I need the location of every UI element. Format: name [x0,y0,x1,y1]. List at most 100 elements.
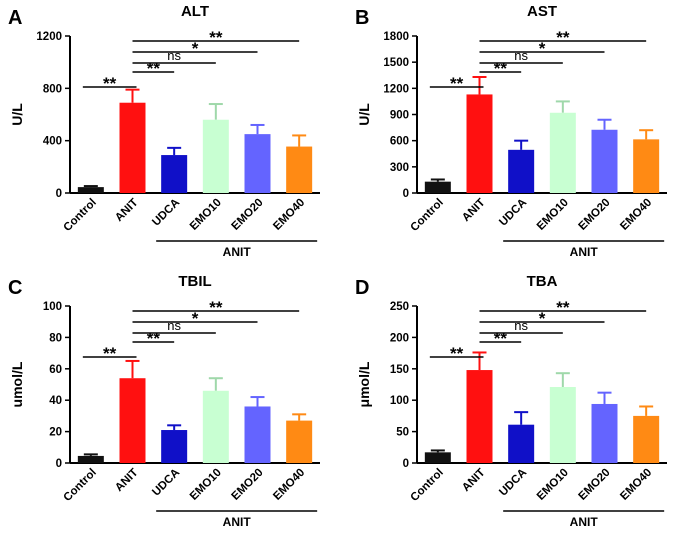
bar-udca [508,149,535,193]
bar-control [77,455,104,463]
bar-control [424,452,451,463]
x-tick-label: ANIT [113,197,140,224]
significance-label: ns [167,318,181,333]
significance-label: * [539,309,546,328]
x-tick-label: EMO20 [577,467,613,503]
significance-label: ** [494,329,508,348]
y-tick-label: 250 [390,301,409,313]
y-tick-label: 60 [49,364,62,376]
significance-label: ns [514,318,528,333]
y-tick-label: 1200 [36,31,62,43]
y-tick-label: 50 [396,427,409,439]
panel-ast: B AST U/L 0 300 600 900 1200 1500 1800 Control ANIT… [355,3,667,259]
bar-emo10 [202,119,229,193]
y-tick-label: 80 [49,332,62,344]
x-tick-label: EMO40 [271,467,307,503]
y-tick-label: 0 [403,188,409,200]
significance-label: ** [147,59,161,78]
chart-title: AST [527,3,557,20]
x-tick-label: EMO10 [535,197,571,233]
chart-title: TBIL [178,273,211,290]
bar-emo10 [202,390,229,463]
y-tick-label: 0 [403,458,409,470]
panel-tba: D TBA μmol/L 0 50 100 150 200 250 Control ANIT UDCA… [355,273,667,529]
x-tick-label: EMO40 [271,197,307,233]
significance-label: ** [209,28,223,47]
y-tick-label: 20 [49,427,62,439]
chart-title: ALT [181,3,209,20]
group-label: ANIT [570,515,599,529]
bar-emo10 [549,387,576,463]
x-tick-label: UDCA [497,197,529,229]
y-axis-label: μmol/L [356,361,372,407]
bar-emo10 [549,112,576,193]
bar-anit [466,94,493,193]
x-tick-label: EMO10 [535,467,571,503]
bar-udca [161,430,188,463]
bar-udca [508,424,535,463]
y-axis-label: U/L [9,103,25,126]
y-tick-label: 1800 [383,31,409,43]
x-tick-label: EMO40 [618,467,654,503]
y-tick-label: 0 [56,458,62,470]
y-tick-label: 1200 [383,83,409,95]
group-label: ANIT [223,515,252,529]
significance-label: ** [450,74,464,93]
significance-label: ** [209,298,223,317]
significance-label: * [192,309,199,328]
y-tick-label: 150 [390,364,409,376]
y-tick-label: 40 [49,395,62,407]
y-tick-label: 1500 [383,57,409,69]
bar-emo40 [633,415,660,463]
y-tick-label: 600 [390,136,409,148]
x-tick-label: Control [409,197,446,234]
bar-udca [161,155,188,193]
x-tick-label: EMO20 [577,197,613,233]
y-tick-label: 0 [56,188,62,200]
bar-anit [119,378,146,463]
panel-letter: A [8,7,22,29]
x-tick-label: ANIT [460,197,487,224]
bar-anit [119,102,146,193]
x-tick-label: UDCA [150,467,182,499]
x-tick-label: ANIT [460,467,487,494]
x-tick-label: EMO40 [618,197,654,233]
significance-label: * [192,39,199,58]
y-tick-label: 100 [43,301,62,313]
bar-emo40 [633,139,660,193]
x-tick-label: UDCA [150,197,182,229]
bar-control [77,187,104,193]
significance-label: ** [147,329,161,348]
significance-label: ** [556,298,570,317]
x-tick-label: EMO10 [188,467,224,503]
significance-label: ** [103,74,117,93]
group-label: ANIT [570,245,599,259]
significance-label: ** [494,59,508,78]
x-tick-label: EMO20 [230,197,266,233]
bar-control [424,181,451,193]
x-tick-label: UDCA [497,467,529,499]
significance-label: ns [514,48,528,63]
x-tick-label: Control [62,467,99,504]
panel-letter: D [355,277,369,299]
bar-emo20 [591,129,618,193]
y-tick-label: 400 [43,136,62,148]
y-axis-label: umol/L [9,361,25,407]
significance-label: ** [450,344,464,363]
bar-emo20 [244,134,271,193]
chart-title: TBA [527,273,558,290]
bar-emo20 [244,406,271,463]
bar-emo20 [591,403,618,463]
y-tick-label: 300 [390,162,409,174]
significance-label: * [539,39,546,58]
significance-label: ** [103,344,117,363]
x-tick-label: EMO10 [188,197,224,233]
significance-label: ** [556,28,570,47]
panel-letter: C [8,277,22,299]
y-axis-label: U/L [356,103,372,126]
y-tick-label: 100 [390,395,409,407]
x-tick-label: ANIT [113,467,140,494]
x-tick-label: Control [409,467,446,504]
